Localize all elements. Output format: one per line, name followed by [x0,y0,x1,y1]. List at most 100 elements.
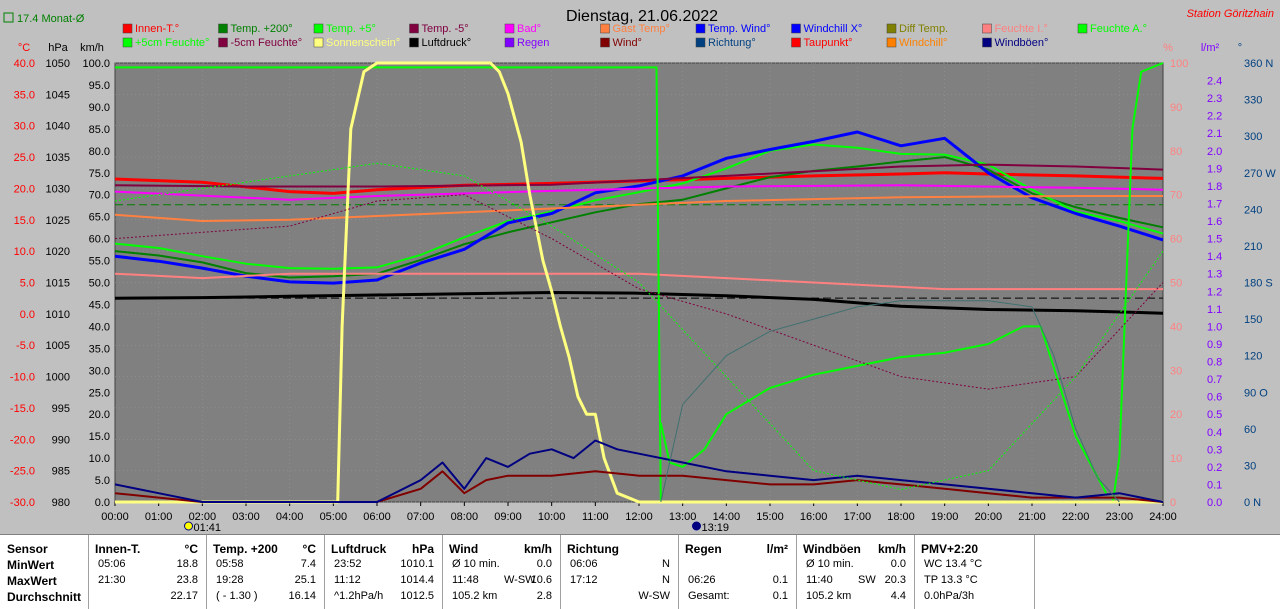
legend-swatch[interactable] [982,37,992,48]
stats-row: 105.2 km 2.8 [442,590,560,606]
rain-tick-label: 0.2 [1207,462,1222,474]
stats-cell: 17:12 [570,574,598,586]
rain-tick-label: 1.7 [1207,198,1222,210]
stats-cell-value: 20.3 [884,574,906,586]
pres-axis-unit: hPa [48,42,68,54]
stats-cell-value: 1012.5 [400,590,434,602]
month-avg-checkbox[interactable] [3,12,14,23]
temp-tick-label: -5.0 [16,340,35,352]
dir-tick-label: 90 O [1244,387,1268,399]
legend-swatch[interactable] [695,37,706,48]
rain-tick-label: 1.9 [1207,163,1222,175]
wind-tick-label: 10.0 [89,453,110,465]
legend-swatch[interactable] [409,37,419,48]
stats-row: MinWert [0,558,88,574]
legend-swatch[interactable] [695,23,706,34]
legend-swatch[interactable] [886,37,897,48]
hum-tick-label: 40 [1170,321,1182,333]
wind-tick-label: 90.0 [89,102,110,114]
dir-tick-label: 0 N [1244,497,1261,509]
series-line-10 [659,325,1108,494]
time-tick-label: 11:00 [582,511,609,523]
hum-axis-unit: % [1163,42,1173,54]
wind-tick-label: 20.0 [89,409,110,421]
legend-swatch[interactable] [409,23,419,34]
legend-swatch[interactable] [982,23,992,34]
legend-swatch[interactable] [313,23,324,34]
sunrise-icon [184,521,194,531]
wind-tick-label: 85.0 [89,124,110,136]
legend-swatch[interactable] [600,23,610,34]
legend-swatch[interactable] [886,23,897,34]
hum-tick-label: 70 [1170,190,1182,202]
legend-swatch[interactable] [122,37,133,48]
pres-tick-label: 985 [52,466,70,478]
series-line-13 [114,439,1164,503]
temp-tick-label: 30.0 [14,121,35,133]
time-tick-label: 16:00 [800,511,828,523]
rain-tick-label: 0.0 [1207,497,1222,509]
temp-axis-unit: °C [18,42,30,54]
rain-tick-label: 0.3 [1207,444,1222,456]
stats-cell-value: 1010.1 [400,558,434,570]
rain-tick-label: 0.7 [1207,374,1222,386]
temp-tick-label: 25.0 [14,152,35,164]
stats-cell-value: 0.0 [890,558,906,570]
legend-swatch[interactable] [504,37,515,48]
wind-tick-label: 45.0 [89,299,110,311]
temp-tick-label: 40.0 [14,58,35,70]
stats-cell-value: N [662,558,670,570]
legend-swatch[interactable] [313,37,324,48]
rain-axis-unit: l/m² [1201,42,1220,54]
legend-swatch[interactable] [218,23,228,34]
rain-tick-label: 1.0 [1207,321,1222,333]
stats-column-title: Sensor [7,542,48,556]
stats-cell-value: 1014.4 [400,574,434,586]
rain-tick-label: 0.9 [1207,339,1222,351]
hum-tick-label: 30 [1170,365,1182,377]
legend-entry: Regen [517,37,549,49]
legend-swatch[interactable] [122,23,133,34]
wind-tick-label: 25.0 [89,387,110,399]
stats-cell: 21:30 [98,574,126,586]
wind-tick-label: 50.0 [89,278,110,290]
legend-entry: Windböen° [995,37,1049,49]
stats-column: Temp. +200 °C 05:58 7.4 19:28 25.1( - 1.30 ) 1… [206,535,325,609]
wind-tick-label: 5.0 [95,475,110,487]
stats-cell: 105.2 km [806,590,852,602]
time-tick-label: 10:00 [538,511,566,523]
pres-tick-label: 990 [52,434,70,446]
pres-tick-label: 1045 [46,89,70,101]
stats-column-unit: °C [302,542,316,556]
pres-tick-label: 1020 [46,246,70,258]
legend-swatch[interactable] [1077,23,1088,34]
legend-swatch[interactable] [504,23,515,34]
stats-column: Windböen km/h Ø 10 min. 0.0 11:40 SW 20.3 105.2… [796,535,915,609]
stats-row: 11:12 1014.4 [324,574,442,590]
time-tick-label: 07:00 [407,511,435,523]
rain-tick-label: 0.5 [1207,409,1222,421]
time-axis: 00:00 01:00 02:00 03:00 04:00 05:00 06:00 07:00… [101,502,1177,534]
dir-tick-label: 240 [1244,204,1262,216]
legend-swatch[interactable] [218,37,228,48]
dir-tick-label: 30 [1244,460,1256,472]
series-line-9 [115,62,1164,503]
dir-tick-label: 150 [1244,314,1262,326]
rain-tick-label: 1.5 [1207,234,1222,246]
stats-cell-value: 2.8 [536,590,552,602]
stats-cell: 11:40 [806,574,833,586]
temp-tick-label: 0.0 [20,309,35,321]
time-tick-label: 03:00 [232,511,260,523]
stats-column-unit: km/h [523,542,552,556]
legend-swatch[interactable] [791,23,801,34]
right-axes: 10090807060504030201002.42.32.22.12.01.9… [1170,58,1276,509]
series-line-15 [114,162,1164,490]
dir-tick-label: 300 [1244,131,1262,143]
legend-swatch[interactable] [600,37,610,48]
wind-tick-label: 75.0 [89,168,110,180]
legend-swatch[interactable] [791,37,801,48]
sunrise-label: 01:41 [194,522,222,534]
wind-tick-label: 35.0 [89,343,110,355]
stats-cell-value: 22.17 [170,590,198,602]
time-tick-label: 08:00 [451,511,479,523]
